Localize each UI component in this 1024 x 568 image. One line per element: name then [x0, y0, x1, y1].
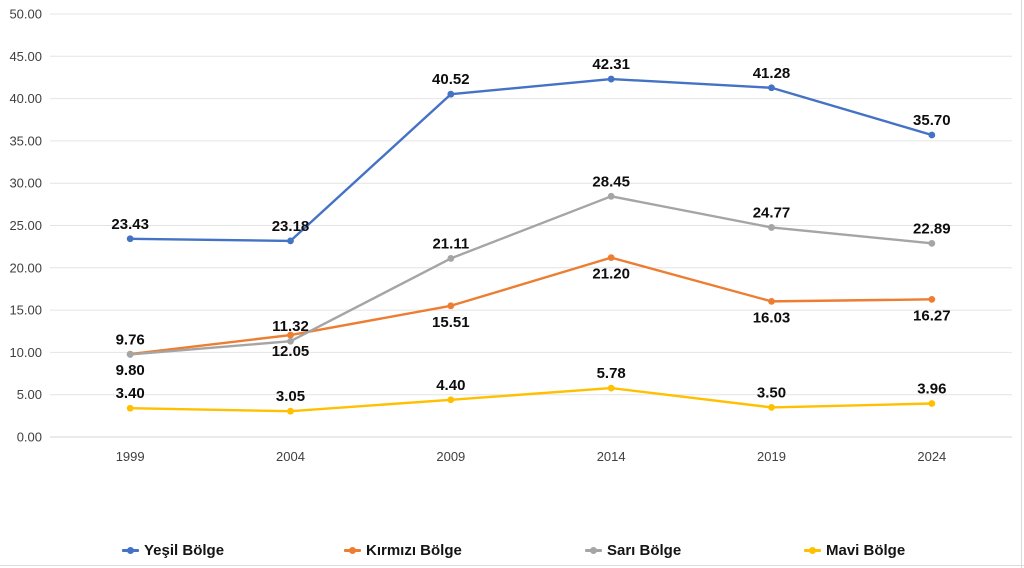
data-point-marker [447, 255, 455, 262]
data-point-marker [928, 295, 936, 303]
frame-edge-right [1021, 0, 1022, 568]
y-tick-label: 10.00 [9, 345, 42, 360]
legend-item-mavi-bolge[interactable]: Mavi Bölge [804, 539, 905, 561]
data-point-marker [447, 302, 455, 310]
data-label: 15.51 [432, 314, 470, 331]
legend-line-marker-icon [122, 546, 139, 554]
legend-item-yesil-bolge[interactable]: Yeşil Bölge [122, 539, 224, 561]
x-tick-label: 2024 [917, 449, 946, 464]
y-tick-label: 5.00 [17, 387, 42, 402]
data-label: 42.31 [592, 56, 630, 73]
legend-line-marker-icon [585, 546, 602, 554]
data-label: 3.40 [116, 385, 145, 402]
data-point-marker [607, 192, 615, 200]
data-label: 41.28 [753, 65, 791, 82]
y-tick-label: 45.00 [9, 49, 42, 64]
x-tick-label: 2014 [597, 449, 626, 464]
data-point-marker [607, 254, 615, 262]
series-0[interactable] [126, 75, 936, 245]
x-tick-label: 2009 [436, 449, 465, 464]
data-label: 40.52 [432, 71, 470, 88]
data-point-marker [928, 239, 936, 247]
x-tick-label: 2004 [276, 449, 305, 464]
series-2[interactable] [126, 192, 936, 358]
data-label: 16.27 [913, 307, 951, 324]
x-tick-label: 1999 [116, 449, 145, 464]
data-point-marker [126, 404, 134, 412]
legend-line-marker-icon [804, 546, 821, 554]
series-line [128, 195, 934, 356]
chart-legend: Yeşil Bölge Kırmızı Bölge Sarı Bölge Mav… [0, 539, 1024, 561]
data-label: 12.05 [272, 343, 310, 360]
data-label: 9.80 [116, 362, 145, 379]
data-point-marker [287, 331, 294, 339]
data-labels: 23.43 23.18 40.52 42.31 41.28 35.70 9.80 12.05 1… [111, 56, 950, 405]
data-label: 3.96 [917, 380, 946, 397]
series-line [128, 256, 934, 356]
y-tick-label: 40.00 [9, 91, 42, 106]
series-line [128, 386, 934, 413]
data-point-marker [287, 407, 294, 415]
data-point-marker [607, 75, 615, 83]
data-label: 24.77 [753, 204, 791, 221]
series-line [128, 77, 934, 243]
data-label: 3.50 [757, 384, 786, 401]
y-axis-labels: 50.00 45.00 40.00 35.00 30.00 25.00 20.00 15.00… [9, 7, 42, 445]
legend-item-sari-bolge[interactable]: Sarı Bölge [585, 539, 681, 561]
data-label: 22.89 [913, 220, 951, 237]
y-tick-label: 50.00 [9, 7, 42, 22]
data-point-marker [607, 384, 615, 392]
data-label: 23.18 [272, 218, 310, 235]
data-point-marker [768, 84, 775, 92]
data-point-marker [287, 337, 294, 345]
data-point-marker [447, 90, 455, 98]
y-tick-label: 15.00 [9, 303, 42, 318]
data-label: 21.11 [432, 235, 469, 252]
data-point-marker [768, 297, 775, 305]
data-label: 16.03 [753, 309, 791, 326]
data-point-marker [768, 403, 775, 411]
data-point-marker [928, 400, 936, 407]
y-tick-label: 25.00 [9, 218, 42, 233]
x-axis-labels: 1999 2004 2009 2014 2019 2024 [116, 449, 947, 464]
data-point-marker [928, 131, 936, 139]
legend-label: Mavi Bölge [826, 541, 906, 559]
legend-label: Kırmızı Bölge [366, 541, 462, 559]
data-label: 3.05 [276, 388, 305, 405]
legend-label: Yeşil Bölge [144, 541, 225, 559]
data-point-marker [126, 235, 134, 243]
y-tick-label: 20.00 [9, 260, 42, 275]
data-label: 21.20 [592, 266, 630, 283]
data-label: 9.76 [116, 331, 145, 348]
x-tick-label: 2019 [757, 449, 786, 464]
y-tick-label: 0.00 [17, 430, 42, 445]
series-3[interactable] [126, 384, 936, 415]
data-label: 11.32 [272, 318, 309, 335]
y-tick-label: 30.00 [9, 176, 42, 191]
data-point-marker [768, 224, 775, 231]
legend-item-kirmizi-bolge[interactable]: Kırmızı Bölge [344, 539, 462, 561]
series-1[interactable] [126, 254, 936, 358]
data-label: 35.70 [913, 112, 951, 129]
data-label: 5.78 [597, 365, 626, 382]
data-point-marker [287, 237, 294, 245]
data-point-marker [126, 351, 134, 358]
data-label: 23.43 [111, 216, 149, 233]
legend-label: Sarı Bölge [607, 541, 682, 559]
data-label: 28.45 [592, 173, 630, 190]
data-point-marker [447, 396, 455, 404]
gridlines [50, 13, 1012, 438]
frame-edge-bottom [0, 565, 1024, 566]
data-label: 4.40 [436, 377, 465, 394]
legend-line-marker-icon [344, 546, 361, 554]
y-tick-label: 35.00 [9, 133, 42, 148]
